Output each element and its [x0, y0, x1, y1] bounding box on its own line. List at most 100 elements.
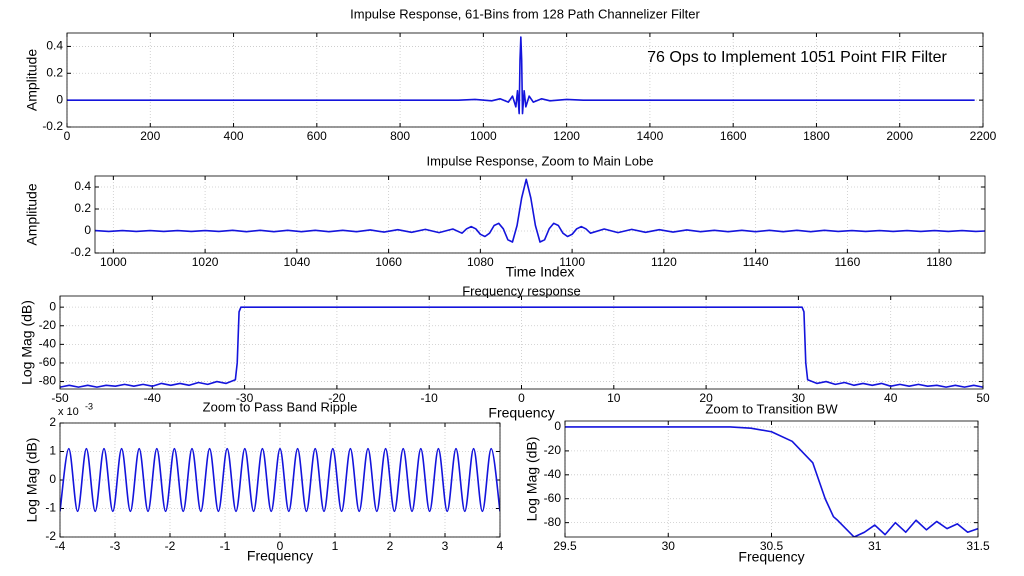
- y-tick-label: 0: [56, 92, 63, 106]
- x-tick-label: 40: [884, 391, 898, 405]
- y-tick-label: -80: [39, 374, 57, 388]
- y-tick-label: -1: [45, 501, 56, 515]
- x-tick-label: 1100: [559, 255, 585, 269]
- x-tick-label: 2200: [970, 129, 997, 143]
- x-tick-label: 0: [518, 391, 525, 405]
- y-tick-label: 2: [49, 415, 56, 429]
- y-tick-label: 0.4: [46, 39, 63, 53]
- x-tick-label: 31.5: [966, 539, 990, 553]
- y-tick-label: -40: [544, 467, 562, 481]
- x-tick-label: 30.5: [760, 539, 784, 553]
- data-line: [60, 447, 500, 513]
- data-line: [60, 306, 983, 388]
- x-tick-label: 30: [662, 539, 676, 553]
- x-tick-label: 1600: [720, 129, 747, 143]
- x-tick-label: 10: [607, 391, 621, 405]
- x-tick-label: 1: [332, 539, 339, 553]
- x-tick-label: 4: [497, 539, 504, 553]
- x-tick-label: -50: [51, 391, 69, 405]
- x-tick-label: 29.5: [553, 539, 577, 553]
- x-tick-label: 400: [224, 129, 244, 143]
- axes-frame: [59, 295, 984, 390]
- y-tick-label: 0.2: [74, 201, 91, 215]
- plot-area: [60, 296, 983, 389]
- x-tick-label: 0: [277, 539, 284, 553]
- x-axis-label: Frequency: [247, 548, 313, 564]
- data-line: [95, 178, 985, 243]
- x-tick-label: 2: [387, 539, 394, 553]
- x-tick-label: 1080: [467, 255, 494, 269]
- x-tick-label: 2000: [886, 129, 913, 143]
- y-axis-label: Amplitude: [24, 183, 40, 245]
- axes-frame: [564, 420, 979, 538]
- y-tick-label: -80: [544, 515, 562, 529]
- y-tick-label: -20: [39, 318, 57, 332]
- chart-title: Zoom to Pass Band Ripple: [203, 399, 358, 414]
- x-tick-label: -2: [165, 539, 176, 553]
- x-tick-label: 600: [307, 129, 327, 143]
- chart-title: Frequency response: [462, 283, 581, 298]
- data-line: [565, 426, 978, 537]
- y-axis-label: Log Mag (dB): [24, 438, 40, 523]
- axes-frame: [59, 422, 501, 538]
- x-tick-label: -1: [220, 539, 231, 553]
- x-tick-label: 30: [792, 391, 806, 405]
- x-tick-label: 200: [140, 129, 160, 143]
- data-line: [67, 36, 975, 115]
- chart-title: Impulse Response, 61-Bins from 128 Path …: [350, 6, 700, 21]
- y-tick-label: 0: [554, 419, 561, 433]
- x-tick-label: 1000: [100, 255, 127, 269]
- y-axis-label: Log Mag (dB): [19, 300, 35, 385]
- y-tick-label: -20: [544, 443, 562, 457]
- chart-title: Impulse Response, Zoom to Main Lobe: [427, 153, 654, 168]
- axes-frame: [66, 32, 984, 128]
- x-tick-label: 31: [868, 539, 882, 553]
- plot-area: [67, 33, 983, 127]
- x-tick-label: -40: [144, 391, 162, 405]
- y-tick-label: -60: [544, 491, 562, 505]
- x-tick-label: 1800: [803, 129, 830, 143]
- y-tick-label: -0.2: [42, 119, 63, 133]
- y-tick-label: 0: [84, 223, 91, 237]
- x-axis-label: Frequency: [738, 549, 804, 565]
- y-tick-label: -40: [39, 337, 57, 351]
- x-tick-label: 1160: [834, 255, 860, 269]
- x-tick-label: -30: [236, 391, 254, 405]
- x-tick-label: 1180: [926, 255, 952, 269]
- y-tick-label: 1: [49, 444, 56, 458]
- x-tick-label: 20: [699, 391, 713, 405]
- x-tick-label: -4: [55, 539, 66, 553]
- x-tick-label: 1020: [192, 255, 219, 269]
- x-tick-label: 1000: [470, 129, 497, 143]
- x-axis-label: Time Index: [506, 264, 575, 280]
- annotation: 76 Ops to Implement 1051 Point FIR Filte…: [647, 49, 947, 66]
- y-tick-label: 0: [49, 299, 56, 313]
- x-tick-label: 1060: [375, 255, 402, 269]
- axis-multiplier: x 10: [58, 406, 79, 418]
- x-tick-label: 1400: [637, 129, 664, 143]
- x-tick-label: 1120: [651, 255, 677, 269]
- y-axis-label: Amplitude: [24, 49, 40, 111]
- y-tick-label: 0.4: [74, 179, 91, 193]
- x-tick-label: 1200: [553, 129, 580, 143]
- y-tick-label: -0.2: [70, 245, 91, 259]
- y-tick-label: 0.2: [46, 65, 63, 79]
- x-axis-label: Frequency: [488, 405, 554, 421]
- x-tick-label: 3: [442, 539, 449, 553]
- y-axis-label: Log Mag (dB): [524, 437, 540, 522]
- axis-multiplier-exponent: -3: [85, 401, 93, 411]
- x-tick-label: -10: [421, 391, 439, 405]
- x-tick-label: -3: [110, 539, 121, 553]
- x-tick-label: 0: [64, 129, 71, 143]
- y-tick-label: 0: [49, 472, 56, 486]
- y-tick-label: -2: [45, 529, 56, 543]
- axes-frame: [94, 175, 986, 254]
- x-tick-label: 1040: [284, 255, 311, 269]
- x-tick-label: 800: [390, 129, 410, 143]
- x-tick-label: 50: [976, 391, 990, 405]
- x-tick-label: 1140: [743, 255, 769, 269]
- y-tick-label: -60: [39, 355, 57, 369]
- chart-title: Zoom to Transition BW: [705, 401, 838, 416]
- x-tick-label: -20: [328, 391, 346, 405]
